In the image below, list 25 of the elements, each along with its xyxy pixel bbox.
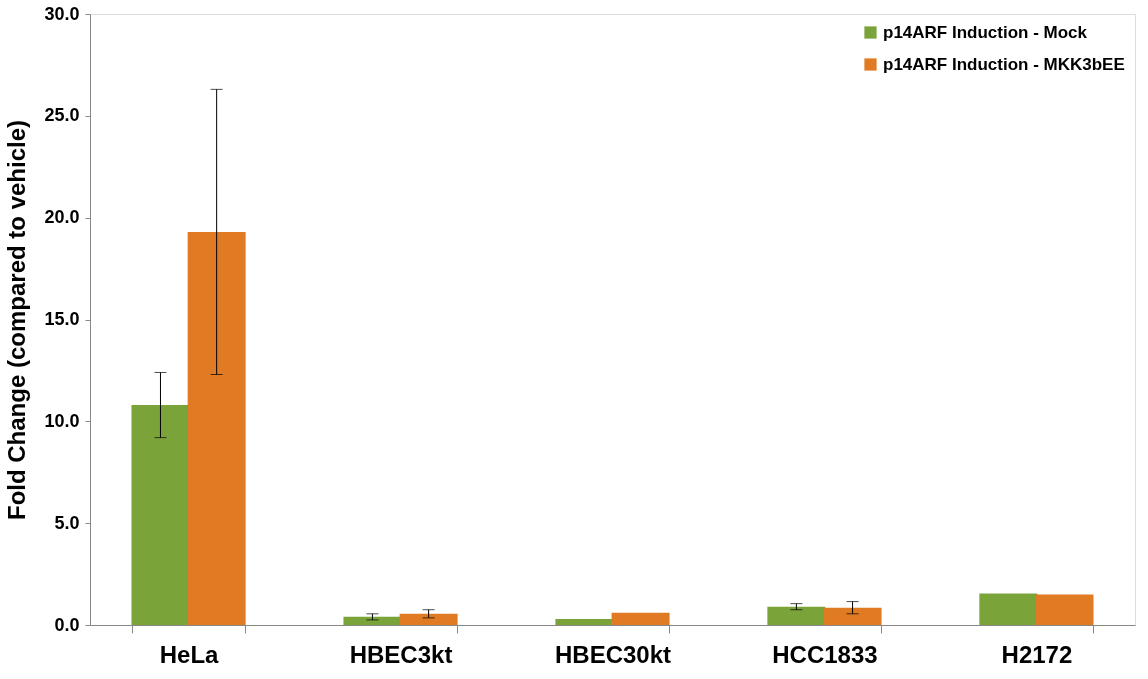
x-tick-label: H2172	[1001, 640, 1073, 668]
bar	[555, 618, 614, 625]
y-tick-label: 15.0	[44, 309, 80, 329]
bar	[131, 405, 190, 625]
bar	[823, 607, 882, 625]
y-tick-label: 5.0	[54, 512, 80, 533]
bar	[187, 231, 246, 625]
bar	[979, 593, 1038, 625]
bar	[611, 612, 670, 625]
x-tick-label: HBEC30kt	[554, 640, 672, 668]
legend-label: p14ARF Induction - MKK3bEE	[883, 54, 1125, 74]
y-tick-label: 25.0	[44, 105, 80, 126]
legend-label: p14ARF Induction - Mock	[883, 22, 1088, 42]
y-tick-label: 20.0	[44, 207, 80, 228]
x-tick-label: HeLa	[159, 640, 220, 668]
bar	[343, 616, 402, 625]
x-tick-label: HCC1833	[772, 640, 878, 668]
x-tick-label: HBEC3kt	[349, 640, 453, 668]
y-axis-title: Fold Change (compared to vehicle)	[3, 119, 31, 521]
y-tick-label: 30.0	[44, 3, 80, 24]
bar	[1035, 594, 1094, 625]
bar	[399, 613, 458, 625]
y-tick-label: 0.0	[54, 614, 80, 635]
bar	[767, 606, 826, 625]
y-tick-label: 10.0	[44, 410, 80, 431]
